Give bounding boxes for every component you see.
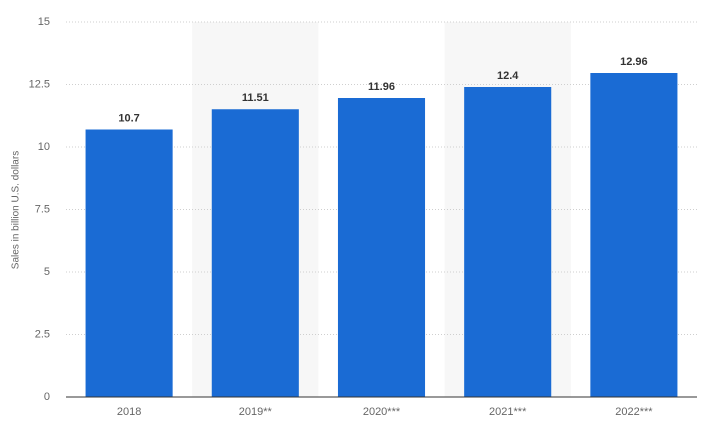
- x-tick-label: 2019**: [239, 406, 273, 418]
- bar: [464, 87, 552, 397]
- value-label: 12.96: [620, 56, 648, 68]
- y-tick-label: 2.5: [35, 328, 50, 340]
- bar: [590, 73, 678, 397]
- y-tick-label: 12.5: [29, 78, 50, 90]
- bar: [337, 98, 426, 397]
- y-tick-label: 10: [38, 141, 50, 153]
- x-tick-label: 2022***: [615, 406, 653, 418]
- y-tick-label: 5: [44, 266, 50, 278]
- value-label: 11.96: [368, 81, 395, 93]
- x-tick-label: 2018: [117, 406, 141, 418]
- x-tick-label: 2020***: [363, 406, 401, 418]
- bar: [211, 109, 299, 397]
- y-tick-label: 15: [38, 16, 50, 28]
- value-label: 11.51: [242, 92, 269, 104]
- value-label: 12.4: [497, 70, 519, 82]
- y-tick-label: 0: [44, 391, 50, 403]
- x-tick-label: 2021***: [489, 406, 527, 418]
- value-label: 10.7: [118, 112, 139, 124]
- y-tick-label: 7.5: [35, 203, 50, 215]
- y-axis-label: Sales in billion U.S. dollars: [11, 151, 22, 269]
- bar: [85, 129, 173, 397]
